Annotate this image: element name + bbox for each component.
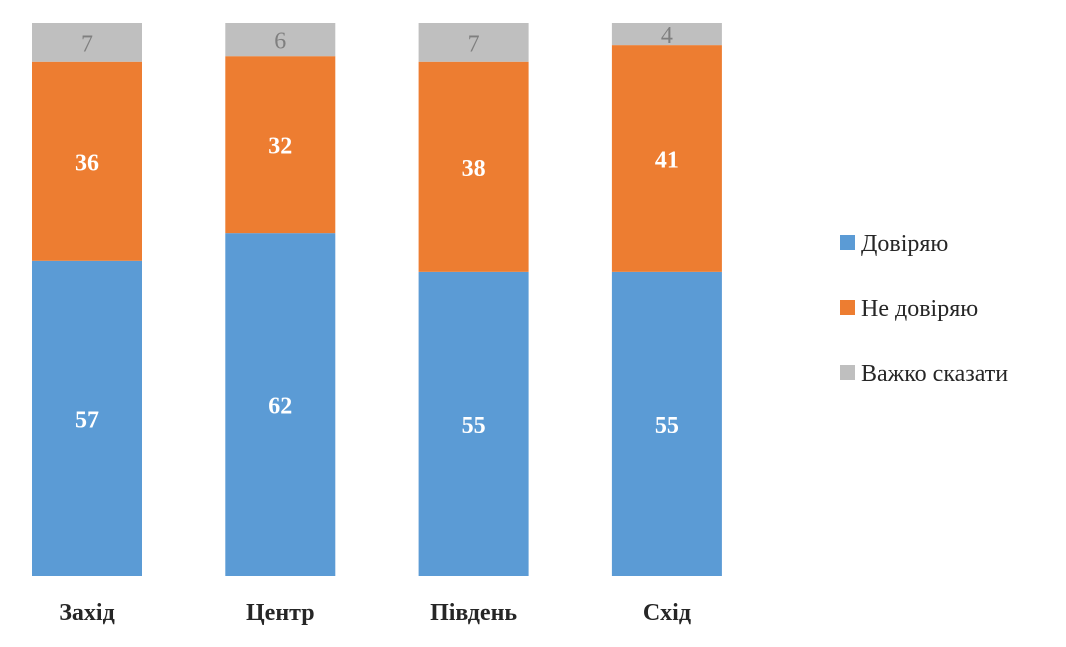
bar-segment-item-0-series-1 (32, 61, 142, 261)
value-label-item-0-series-2: 7 (81, 31, 93, 57)
category-label-2: Південь (430, 600, 517, 626)
bar-segment-item-2-series-1 (418, 61, 529, 272)
category-labels-group: Захід Центр Південь Схід (59, 600, 691, 626)
bar-segment-item-3-series-2 (611, 23, 722, 46)
bar-segment-item-0-series-2 (32, 23, 142, 62)
value-label-item-2-series-2: 7 (468, 31, 480, 57)
bar-segment-item-1-series-2 (225, 23, 336, 57)
category-label-1: Центр (246, 600, 315, 626)
bar-segment-item-3-series-0 (611, 271, 722, 576)
bar-segment-item-2-series-0 (418, 271, 529, 576)
value-label-item-0-series-1: 36 (75, 150, 99, 176)
bar-segment-item-2-series-2 (418, 23, 529, 62)
category-label-3: Схід (643, 600, 691, 626)
value-label-item-3-series-0: 55 (655, 413, 679, 439)
category-label-0: Захід (59, 600, 114, 626)
bar-segment-item-0-series-0 (32, 260, 142, 576)
bar-segment-item-1-series-1 (225, 56, 336, 234)
legend-label-0: Довіряю (861, 231, 948, 257)
legend-swatch-0 (840, 235, 855, 250)
value-labels-group: 57 36 7 62 32 6 55 38 7 55 41 4 (75, 23, 679, 439)
bar-segment-item-3-series-1 (611, 45, 722, 272)
bars-group (32, 23, 722, 576)
value-label-item-1-series-2: 6 (274, 29, 286, 55)
value-label-item-1-series-0: 62 (268, 394, 292, 420)
value-label-item-2-series-0: 55 (462, 413, 486, 439)
legend-label-1: Не довіряю (861, 296, 978, 322)
legend: Довіряю Не довіряю Важко сказати (840, 231, 1008, 387)
legend-swatch-1 (840, 300, 855, 315)
value-label-item-0-series-0: 57 (75, 407, 99, 433)
legend-swatch-2 (840, 365, 855, 380)
bar-segment-item-1-series-0 (225, 233, 336, 576)
value-label-item-3-series-2: 4 (661, 23, 673, 49)
value-label-item-2-series-1: 38 (462, 156, 486, 182)
value-label-item-1-series-1: 32 (268, 134, 292, 160)
legend-label-2: Важко сказати (861, 361, 1008, 387)
value-label-item-3-series-1: 41 (655, 147, 679, 173)
